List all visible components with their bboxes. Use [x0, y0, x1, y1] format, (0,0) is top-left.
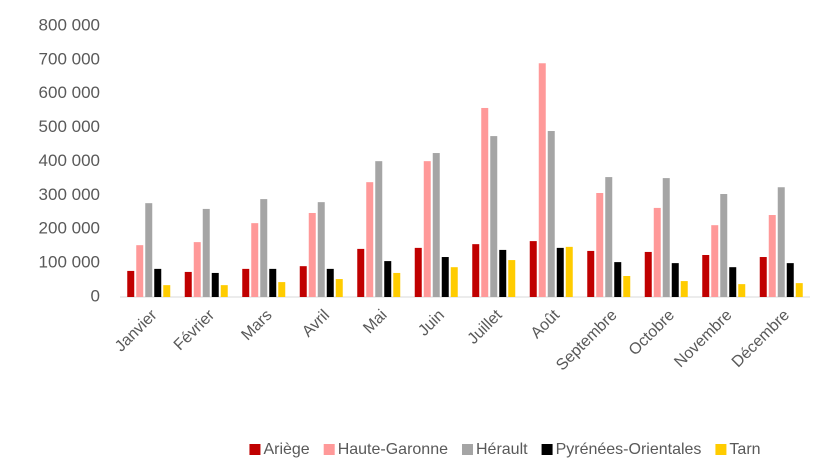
y-tick-label: 200 000: [39, 219, 100, 238]
x-tick-label: Juillet: [465, 306, 506, 347]
x-tick-label: Juin: [415, 307, 448, 340]
bar: [508, 260, 516, 297]
bar: [136, 245, 144, 297]
bar: [308, 212, 316, 297]
bar: [702, 254, 710, 297]
x-tick-label: Décembre: [729, 307, 793, 371]
y-tick-label: 600 000: [39, 83, 100, 102]
bar: [680, 281, 688, 297]
legend-label: Tarn: [729, 441, 760, 458]
bar: [720, 194, 728, 297]
bar: [375, 161, 383, 297]
bar: [202, 208, 210, 297]
x-tick-label: Octobre: [626, 307, 678, 359]
y-tick-label: 300 000: [39, 185, 100, 204]
legend-swatch: [323, 444, 335, 455]
bar: [242, 268, 250, 297]
bar: [529, 241, 537, 297]
bar: [538, 63, 546, 298]
bar: [127, 270, 135, 297]
legend-swatch: [715, 444, 727, 455]
bar: [335, 279, 343, 297]
legend-swatch: [462, 444, 473, 455]
y-tick-label: 800 000: [39, 15, 100, 34]
bar: [145, 203, 153, 297]
bar: [211, 272, 219, 297]
legend-label: Pyrénées-Orientales: [556, 441, 702, 458]
legend-label: Hérault: [476, 441, 528, 458]
bar: [357, 248, 365, 297]
x-tick-label: Février: [171, 306, 219, 354]
legend-label: Ariège: [263, 441, 309, 458]
bar: [759, 257, 767, 297]
bar: [777, 187, 785, 297]
bar: [671, 263, 679, 297]
bar: [278, 282, 286, 297]
bar: [384, 261, 392, 297]
bar: [587, 250, 595, 297]
x-tick-label: Août: [528, 306, 564, 342]
y-tick-label: 700 000: [39, 49, 100, 68]
bar: [490, 136, 498, 297]
bar: [795, 283, 803, 297]
bar: [623, 275, 631, 297]
bar: [317, 202, 325, 297]
bar: [423, 161, 431, 297]
bar: [260, 199, 268, 297]
bar: [547, 131, 555, 297]
bar: [251, 223, 259, 297]
y-tick-label: 100 000: [39, 253, 100, 272]
legend-label: Haute-Garonne: [338, 441, 448, 458]
bar: [220, 285, 228, 297]
legend-swatch: [541, 444, 553, 455]
bar: [154, 268, 162, 297]
bar: [163, 285, 171, 297]
bar: [653, 207, 661, 297]
bar: [499, 249, 507, 297]
bar: [605, 177, 613, 297]
bar: [193, 242, 201, 297]
bar: [432, 153, 440, 297]
bar: [299, 266, 307, 297]
bar: [366, 182, 374, 297]
y-tick-label: 400 000: [39, 151, 100, 170]
bar: [556, 247, 564, 297]
bar: [441, 257, 449, 297]
bar: [472, 244, 480, 297]
bar: [729, 267, 737, 297]
y-tick-label: 0: [91, 286, 100, 305]
bar: [711, 225, 719, 297]
bar: [768, 215, 776, 297]
x-tick-label: Mars: [238, 307, 275, 344]
bar: [393, 272, 401, 297]
bar: [326, 268, 334, 297]
x-tick-label: Mai: [360, 307, 390, 337]
bar: [596, 193, 604, 297]
y-tick-label: 500 000: [39, 117, 100, 136]
bar: [644, 251, 652, 297]
bar: [269, 268, 277, 297]
legend: Ariège Haute-Garonne Hérault Pyrénées-Orien…: [249, 441, 761, 458]
bar: [662, 178, 670, 297]
bar: [738, 284, 746, 297]
x-tick-label: Janvier: [112, 306, 161, 355]
legend-swatch: [249, 444, 261, 455]
bar: [481, 107, 489, 297]
bar: [450, 267, 458, 297]
bar: [565, 246, 573, 297]
x-tick-label: Novembre: [671, 307, 735, 371]
bar: [614, 262, 622, 297]
bar: [786, 263, 794, 297]
x-tick-label: Avril: [299, 307, 333, 341]
bar: [414, 247, 422, 297]
bar: [184, 271, 192, 297]
x-tick-label: Septembre: [553, 307, 620, 374]
